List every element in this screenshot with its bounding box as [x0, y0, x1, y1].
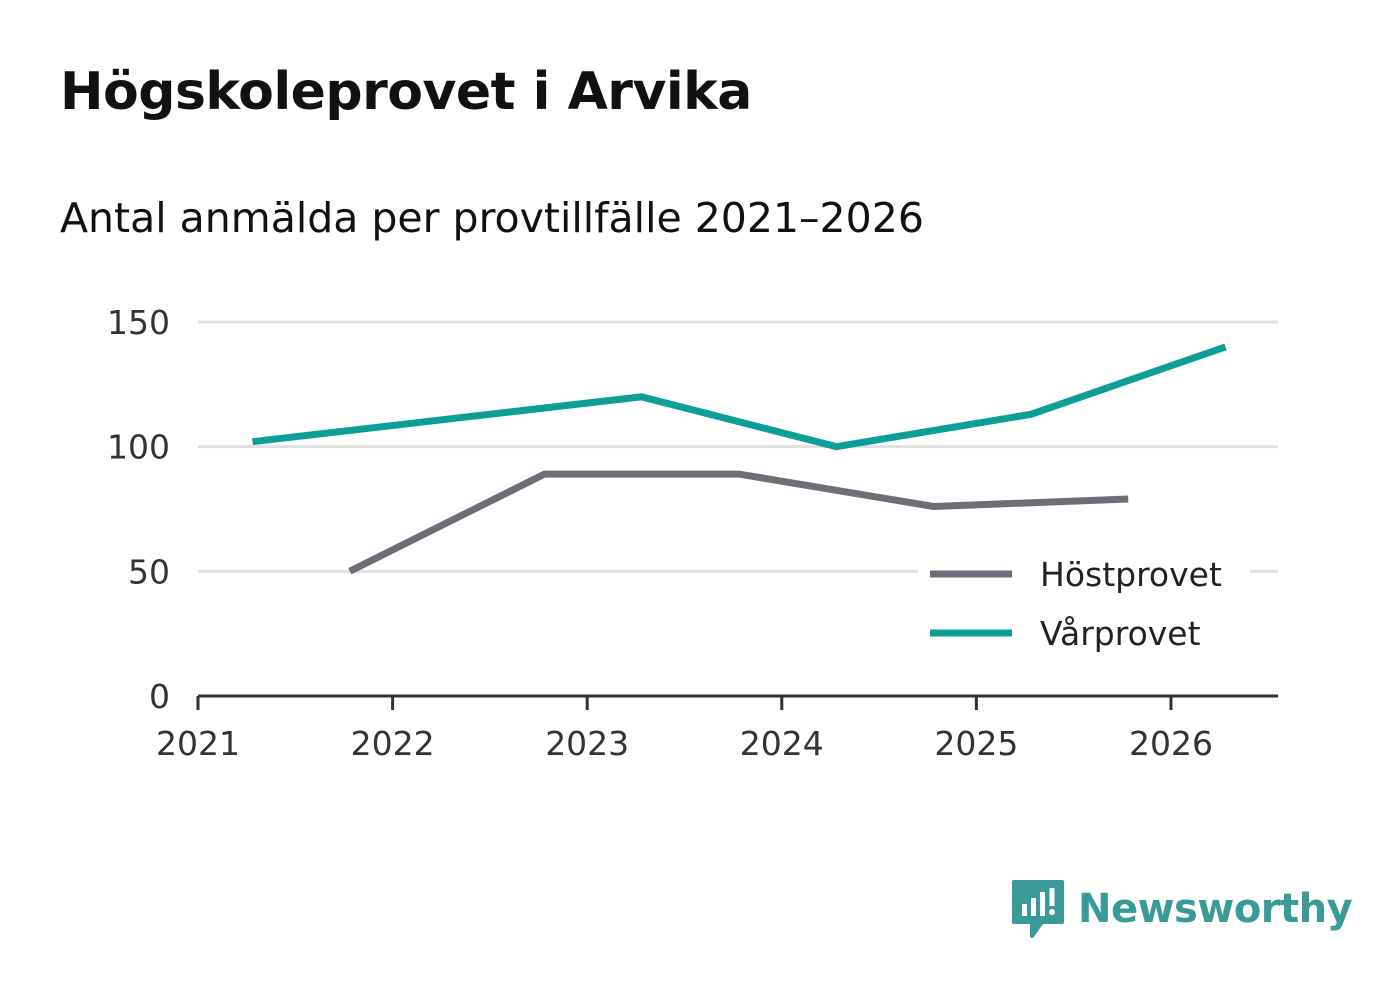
chart-title: Högskoleprovet i Arvika: [60, 62, 752, 122]
brand-name: Newsworthy: [1078, 886, 1353, 932]
newsworthy-logo: Newsworthy: [1010, 878, 1353, 940]
x-tick-label-2024: 2024: [740, 724, 824, 763]
x-tick-label-2023: 2023: [545, 724, 629, 763]
legend-box: [918, 540, 1250, 668]
legend-label-1: Vårprovet: [1040, 614, 1201, 653]
x-tick-label-2026: 2026: [1129, 724, 1213, 763]
x-tick-label-2025: 2025: [934, 724, 1018, 763]
series-line-1: [252, 343, 1227, 451]
x-axis: 2021 2022 2023 2024 2025 2026: [156, 694, 1278, 763]
y-tick-label-100: 100: [107, 428, 170, 467]
y-axis: 0 50 100 150: [107, 303, 170, 716]
y-tick-label-0: 0: [149, 677, 170, 716]
legend: Höstprovet Vårprovet: [918, 540, 1250, 668]
legend-label-0: Höstprovet: [1040, 555, 1222, 594]
y-tick-label-150: 150: [107, 303, 170, 342]
y-tick-label-50: 50: [128, 552, 170, 591]
grid-lines: [198, 320, 1278, 573]
series-lines: [252, 343, 1227, 575]
bar-chart-speech-bubble-icon: [1012, 880, 1064, 938]
x-tick-label-2021: 2021: [156, 724, 240, 763]
chart-subtitle: Antal anmälda per provtillfälle 2021–202…: [60, 194, 924, 242]
x-tick-label-2022: 2022: [351, 724, 435, 763]
